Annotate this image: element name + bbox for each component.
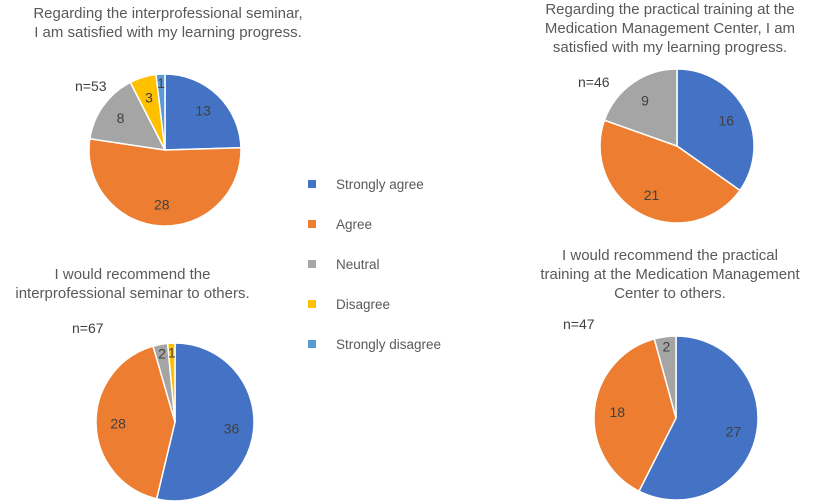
legend-item-strongly-disagree: Strongly disagree xyxy=(308,324,441,364)
pie-slice-strongly-agree xyxy=(164,73,242,151)
pie-slice-agree xyxy=(599,119,741,224)
legend-swatch xyxy=(308,340,316,348)
pie-slice-label: 18 xyxy=(609,404,625,420)
pie-slice-label: 28 xyxy=(154,197,170,213)
legend-label: Strongly agree xyxy=(336,176,424,192)
pie-slice-label: 28 xyxy=(110,415,126,431)
legend-label: Neutral xyxy=(336,256,380,272)
legend: Strongly agree Agree Neutral Disagree St… xyxy=(308,164,441,364)
pie-slice-neutral xyxy=(603,68,678,148)
pie-slice-label: 27 xyxy=(726,424,742,440)
pie-slice-label: 2 xyxy=(662,338,670,354)
pie-slice-label: 3 xyxy=(145,90,153,106)
pie-slice-neutral xyxy=(653,335,677,419)
pie-slice-strongly-disagree xyxy=(155,73,166,151)
pie-slice-neutral xyxy=(88,81,167,151)
chart-2-n-label: n=46 xyxy=(578,74,610,90)
pie-slice-strongly-agree xyxy=(638,335,759,501)
legend-item-strongly-agree: Strongly agree xyxy=(308,164,441,204)
pie-slice-agree xyxy=(593,337,677,493)
legend-swatch xyxy=(308,180,316,188)
legend-label: Disagree xyxy=(336,296,391,312)
legend-item-neutral: Neutral xyxy=(308,244,441,284)
pie-slice-strongly-agree xyxy=(676,68,755,192)
chart-2-title: Regarding the practical training at the … xyxy=(544,1,796,56)
pie-slice-label: 9 xyxy=(641,93,649,109)
legend-item-agree: Agree xyxy=(308,204,441,244)
pie-slice-label: 21 xyxy=(644,187,660,203)
chart-4-title: I would recommend the practical training… xyxy=(540,247,800,302)
pie-slice-agree xyxy=(88,137,242,227)
legend-swatch xyxy=(308,220,316,228)
chart-3-title: I would recommend the interprofessional … xyxy=(15,266,250,302)
chart-1-title: Regarding the interprofessional seminar,… xyxy=(33,5,303,41)
pie-slice-label: 36 xyxy=(224,421,240,437)
legend-label: Agree xyxy=(336,216,373,232)
legend-item-disagree: Disagree xyxy=(308,284,441,324)
pie-slice-strongly-agree xyxy=(155,342,255,502)
legend-label: Strongly disagree xyxy=(336,336,442,352)
chart-4-n-label: n=47 xyxy=(563,316,595,332)
pie-slice-label: 8 xyxy=(117,110,125,126)
pie-slice-label: 1 xyxy=(168,345,176,361)
pie-slice-label: 2 xyxy=(158,346,166,362)
pie-slice-label: 16 xyxy=(718,112,734,128)
legend-swatch xyxy=(308,260,316,268)
pie-slice-label: 13 xyxy=(195,103,211,119)
chart-1-n-label: n=53 xyxy=(75,78,107,94)
legend-swatch xyxy=(308,300,316,308)
chart-3-n-label: n=67 xyxy=(72,320,104,336)
pie-slice-label: 1 xyxy=(157,75,165,91)
pie-slice-agree xyxy=(95,345,176,500)
pie-slice-disagree xyxy=(166,342,176,423)
